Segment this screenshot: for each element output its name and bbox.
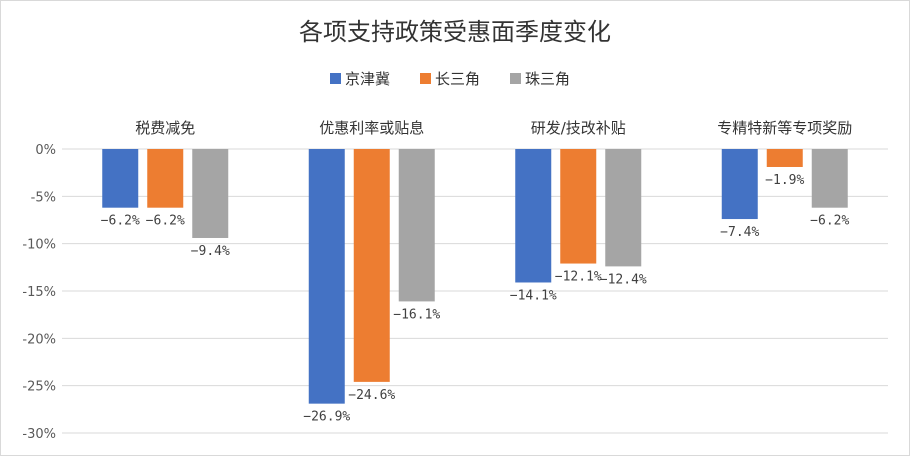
data-label-专精特新等专项奖励-珠三角: −6.2% bbox=[810, 214, 849, 229]
category-label-优惠利率或贴息: 优惠利率或贴息 bbox=[319, 119, 424, 137]
bar-研发-技改补贴-珠三角 bbox=[605, 149, 642, 267]
data-label-研发-技改补贴-长三角: −12.1% bbox=[555, 270, 602, 285]
legend: 京津冀 长三角 珠三角 bbox=[330, 70, 570, 88]
legend-swatch-京津冀 bbox=[330, 73, 341, 84]
data-label-研发-技改补贴-珠三角: −12.4% bbox=[600, 272, 647, 287]
legend-label-长三角: 长三角 bbox=[435, 70, 480, 88]
data-label-税费减免-长三角: −6.2% bbox=[146, 214, 185, 229]
y-tick-label: -20% bbox=[22, 332, 56, 347]
y-axis-ticks: 0% -5% -10% -15% -20% -25% -30% bbox=[22, 143, 56, 442]
data-label-税费减免-京津冀: −6.2% bbox=[101, 214, 140, 229]
bar-优惠利率或贴息-珠三角 bbox=[398, 149, 435, 302]
bars bbox=[102, 149, 848, 404]
data-label-税费减免-珠三角: −9.4% bbox=[191, 244, 230, 259]
category-labels: 税费减免 优惠利率或贴息 研发/技改补贴 专精特新等专项奖励 bbox=[135, 119, 852, 137]
y-tick-label: -25% bbox=[22, 380, 56, 395]
data-label-专精特新等专项奖励-长三角: −1.9% bbox=[765, 173, 804, 188]
y-tick-label: -30% bbox=[22, 427, 56, 442]
bar-专精特新等专项奖励-长三角 bbox=[766, 149, 803, 167]
data-label-优惠利率或贴息-京津冀: −26.9% bbox=[303, 410, 350, 425]
data-label-专精特新等专项奖励-京津冀: −7.4% bbox=[720, 225, 759, 240]
category-label-专精特新等专项奖励: 专精特新等专项奖励 bbox=[717, 119, 852, 137]
bar-研发-技改补贴-长三角 bbox=[560, 149, 597, 264]
legend-swatch-长三角 bbox=[420, 73, 431, 84]
bar-税费减免-长三角 bbox=[147, 149, 184, 208]
chart-title: 各项支持政策受惠面季度变化 bbox=[299, 18, 611, 46]
data-label-研发-技改补贴-京津冀: −14.1% bbox=[510, 288, 557, 303]
data-label-优惠利率或贴息-长三角: −24.6% bbox=[348, 388, 395, 403]
data-labels: −6.2% −6.2% −9.4% −26.9% −24.6% −16.1% −14.1% −… bbox=[101, 173, 850, 425]
legend-label-京津冀: 京津冀 bbox=[345, 70, 390, 88]
data-label-优惠利率或贴息-珠三角: −16.1% bbox=[393, 307, 440, 322]
bar-研发-技改补贴-京津冀 bbox=[515, 149, 552, 283]
bar-税费减免-京津冀 bbox=[102, 149, 139, 208]
legend-swatch-珠三角 bbox=[510, 73, 521, 84]
y-tick-label: -15% bbox=[22, 285, 56, 300]
y-tick-label: -5% bbox=[31, 190, 56, 205]
bar-专精特新等专项奖励-珠三角 bbox=[811, 149, 848, 208]
bar-税费减免-珠三角 bbox=[192, 149, 229, 238]
bar-优惠利率或贴息-长三角 bbox=[353, 149, 390, 382]
bar-专精特新等专项奖励-京津冀 bbox=[721, 149, 758, 220]
y-tick-label: 0% bbox=[35, 143, 56, 158]
category-label-研发-技改补贴: 研发/技改补贴 bbox=[531, 119, 626, 137]
category-label-税费减免: 税费减免 bbox=[135, 119, 195, 137]
y-tick-label: -10% bbox=[22, 238, 56, 253]
bar-优惠利率或贴息-京津冀 bbox=[308, 149, 345, 404]
legend-label-珠三角: 珠三角 bbox=[525, 70, 570, 88]
